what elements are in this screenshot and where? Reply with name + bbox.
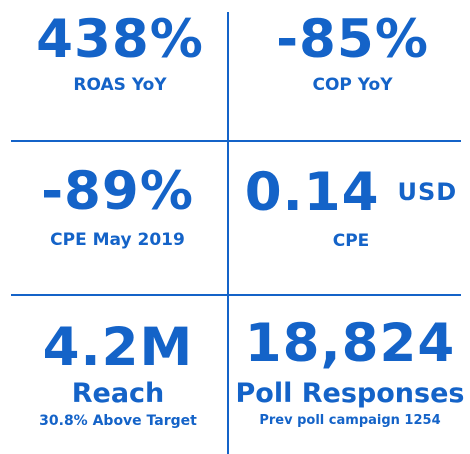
metric-label: Reach	[71, 378, 165, 409]
metric-label: ROAS YoY	[73, 75, 167, 95]
metric-value: 0.14	[244, 162, 380, 223]
metric-value: -89%	[41, 161, 194, 222]
metric-value: -85%	[276, 9, 429, 70]
metric-label: Poll Responses	[235, 378, 465, 409]
horizontal-divider-bottom	[11, 294, 461, 296]
metric-roas-yoy: 438% ROAS YoY	[20, 10, 220, 96]
metric-unit: USD	[397, 178, 458, 206]
metric-reach: 4.2M Reach 30.8% Above Target	[12, 318, 224, 430]
metric-cop-yoy: -85% COP YoY	[235, 10, 470, 96]
metric-label: CPE	[332, 231, 370, 251]
metric-value: 438%	[36, 9, 204, 70]
metric-cpe-may-2019: -89% CPE May 2019	[10, 162, 225, 251]
vertical-divider	[227, 12, 229, 454]
metric-value-row: 0.14 USD	[245, 162, 457, 223]
metric-poll-responses: 18,824 Poll Responses Prev poll campaign…	[232, 314, 468, 430]
metric-sublabel: 30.8% Above Target	[39, 413, 197, 429]
metric-sublabel: Prev poll campaign 1254	[259, 413, 441, 428]
metric-value: 18,824	[244, 313, 456, 374]
metric-value: 4.2M	[42, 317, 194, 378]
metric-label: CPE May 2019	[50, 230, 185, 250]
horizontal-divider-top	[11, 140, 461, 142]
metric-cpe: 0.14 USD CPE	[232, 162, 470, 252]
metric-label: COP YoY	[312, 75, 393, 95]
